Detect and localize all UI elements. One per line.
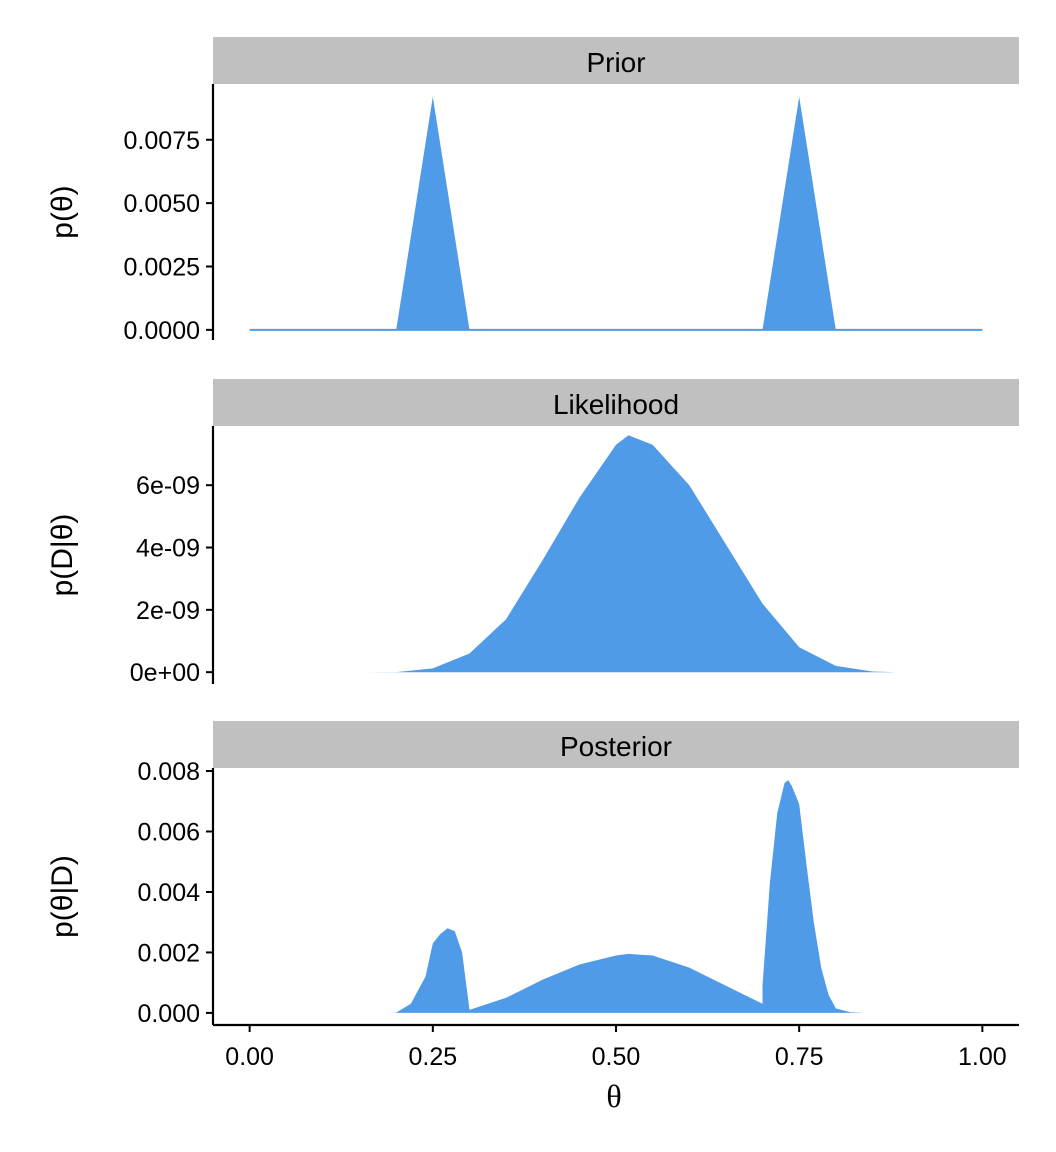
likelihood-y-tick-label: 2e-09: [136, 597, 200, 625]
likelihood-y-tick-label: 4e-09: [136, 535, 200, 563]
likelihood-strip-label: Likelihood: [553, 389, 679, 420]
prior-y-axis-title: p(θ): [46, 185, 79, 238]
x-tick-label: 0.00: [225, 1043, 274, 1071]
posterior-y-tick-label: 0.006: [137, 818, 200, 846]
x-tick-label: 0.50: [592, 1043, 641, 1071]
prior-strip: [213, 37, 1019, 84]
posterior-strip-label: Posterior: [560, 731, 672, 762]
x-tick-label: 0.75: [775, 1043, 824, 1071]
likelihood-y-tick-label: 6e-09: [136, 472, 200, 500]
posterior-y-axis-title: p(θ|D): [46, 855, 79, 938]
posterior-density-area: [388, 780, 866, 1013]
likelihood-strip: [213, 379, 1019, 426]
prior-strip-label: Prior: [586, 47, 645, 78]
posterior-y-tick-label: 0.002: [137, 939, 200, 967]
prior-y-tick-label: 0.0050: [124, 190, 200, 218]
posterior-y-tick-label: 0.000: [137, 1000, 200, 1028]
likelihood-y-axis-title: p(D|θ): [46, 514, 79, 597]
prior-y-tick-label: 0.0000: [124, 317, 200, 345]
panel-posterior: Posterior 0.000 0.002 0.004 0.006 0.008 p(θ|D): [46, 721, 1019, 1028]
likelihood-y-tick-label: 0e+00: [130, 659, 200, 687]
x-tick-label: 1.00: [958, 1043, 1007, 1071]
posterior-y-tick-label: 0.004: [137, 879, 200, 907]
x-axis: 0.00 0.25 0.50 0.75 1.00: [213, 1023, 1019, 1071]
x-axis-title: θ: [606, 1078, 621, 1114]
prior-y-tick-label: 0.0075: [124, 127, 200, 155]
posterior-y-tick-label: 0.008: [137, 758, 200, 786]
prior-density-area: [249, 96, 983, 330]
panel-likelihood: Likelihood 0e+00 2e-09 4e-09 6e-09 p(D|θ): [46, 379, 1019, 687]
x-tick-label: 0.25: [408, 1043, 457, 1071]
prior-y-tick-label: 0.0025: [124, 253, 200, 281]
likelihood-density-area: [366, 435, 895, 673]
panel-prior: Prior 0.0000 0.0025 0.0050 0.0075 p(θ): [46, 37, 1019, 345]
posterior-strip: [213, 721, 1019, 768]
